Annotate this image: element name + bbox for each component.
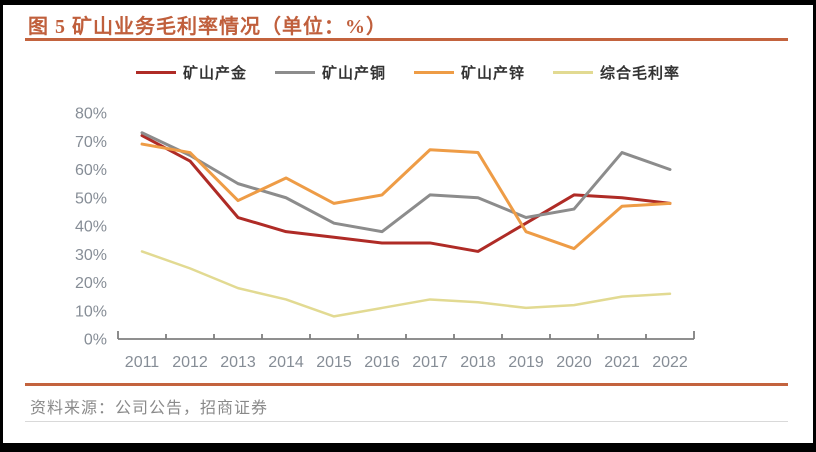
legend-line-swatch	[135, 71, 176, 74]
svg-text:60%: 60%	[75, 162, 107, 179]
svg-text:2021: 2021	[604, 354, 640, 371]
legend-line-swatch	[414, 71, 454, 74]
series-line-1	[140, 131, 672, 234]
svg-text:20%: 20%	[75, 275, 107, 292]
svg-text:2019: 2019	[508, 354, 544, 371]
chart-legend: 矿山产金 矿山产铜 矿山产锌 综合毛利率	[0, 62, 816, 83]
bottom-hairline	[25, 421, 788, 422]
legend-item-0: 矿山产金	[135, 62, 247, 83]
svg-text:30%: 30%	[75, 247, 107, 264]
legend-line-swatch	[274, 71, 315, 74]
y-axis-labels: 0% 10% 20% 30% 40% 50% 60% 70% 80%	[75, 106, 107, 349]
svg-text:2015: 2015	[316, 354, 352, 371]
frame-bottom	[0, 443, 816, 452]
svg-text:2013: 2013	[220, 354, 256, 371]
title-underline-rule	[25, 38, 788, 41]
svg-text:2020: 2020	[556, 354, 592, 371]
svg-text:0%: 0%	[84, 332, 107, 349]
legend-label: 矿山产铜	[321, 66, 386, 82]
svg-text:80%: 80%	[75, 106, 107, 123]
footer-rule	[25, 383, 788, 386]
svg-text:2011: 2011	[125, 354, 160, 371]
svg-text:2014: 2014	[268, 354, 304, 371]
legend-item-1: 矿山产铜	[274, 62, 386, 83]
svg-text:2018: 2018	[460, 354, 496, 371]
figure-title: 图 5 矿山业务毛利率情况（单位：%）	[28, 16, 387, 38]
series-line-2	[140, 142, 672, 251]
legend-label: 矿山产金	[182, 66, 247, 82]
svg-text:10%: 10%	[75, 303, 107, 320]
series-line-3	[140, 250, 672, 318]
legend-label: 综合毛利率	[600, 66, 681, 82]
legend-line-swatch	[553, 71, 594, 74]
series-line-0	[140, 134, 672, 253]
x-axis	[117, 331, 695, 340]
svg-text:70%: 70%	[75, 134, 107, 151]
source-note: 资料来源：公司公告，招商证券	[30, 400, 269, 417]
frame-top	[0, 0, 816, 5]
legend-item-2: 矿山产锌	[414, 62, 525, 83]
svg-text:2016: 2016	[364, 354, 400, 371]
frame-left	[0, 0, 3, 452]
svg-text:2017: 2017	[412, 354, 448, 371]
svg-text:40%: 40%	[75, 219, 107, 236]
svg-text:2012: 2012	[172, 354, 208, 371]
frame-right	[813, 0, 816, 452]
svg-text:50%: 50%	[75, 190, 107, 207]
x-axis-labels: 2011 2012 2013 2014 2015 2016 2017 2018 2019 2020…	[125, 354, 688, 371]
legend-label: 矿山产锌	[461, 66, 526, 82]
svg-text:2022: 2022	[652, 354, 688, 371]
legend-item-3: 综合毛利率	[553, 62, 680, 83]
